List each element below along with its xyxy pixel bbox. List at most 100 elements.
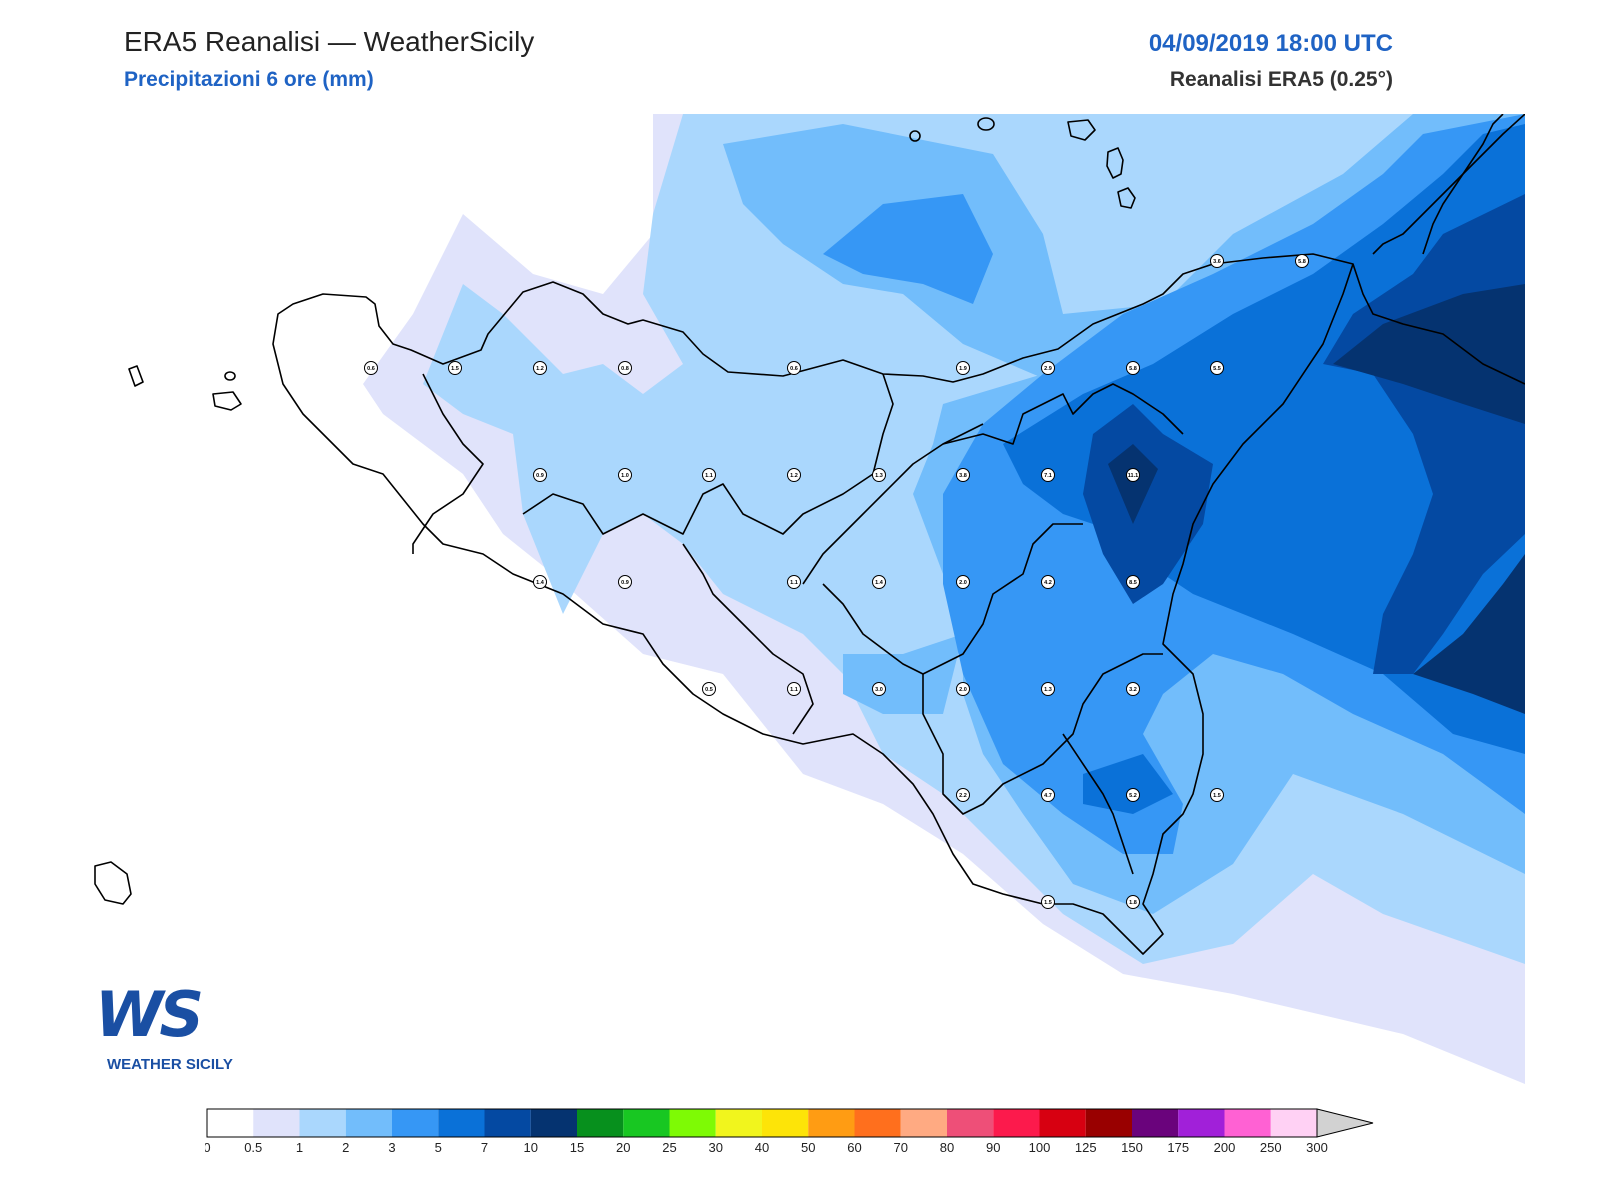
station-marker: 5.8 bbox=[1126, 361, 1140, 375]
island-pantelleria bbox=[94, 861, 132, 905]
station-dot bbox=[956, 361, 970, 375]
colorbar-swatch bbox=[253, 1109, 300, 1137]
precipitation-colorbar: 0 0.5 1 2 3 5 7 10 15 20 25 30 40 50 60 70 80 90 100 125 150… bbox=[205, 1108, 1374, 1155]
station-dot bbox=[618, 575, 632, 589]
station-marker: 0.5 bbox=[702, 682, 716, 696]
island-salina bbox=[1067, 119, 1096, 141]
station-value: 1.5 bbox=[451, 366, 459, 372]
station-dot bbox=[533, 575, 547, 589]
colorbar-tick-label: 60 bbox=[847, 1140, 861, 1155]
station-dot bbox=[1210, 788, 1224, 802]
station-marker: 2.9 bbox=[1041, 361, 1055, 375]
station-value: 7.1 bbox=[1044, 473, 1052, 479]
station-value: 2.0 bbox=[959, 580, 967, 586]
station-dot bbox=[872, 468, 886, 482]
station-value: 1.3 bbox=[875, 473, 883, 479]
station-dot bbox=[1210, 361, 1224, 375]
colorbar-extend-arrow bbox=[1316, 1108, 1374, 1138]
island-levanzo bbox=[224, 371, 236, 381]
colorbar-tick-label: 150 bbox=[1121, 1140, 1143, 1155]
station-marker: 4.2 bbox=[1041, 575, 1055, 589]
station-dot bbox=[956, 468, 970, 482]
colorbar-swatch bbox=[1132, 1109, 1179, 1137]
province-boundary bbox=[802, 423, 984, 585]
station-value: 3.2 bbox=[1129, 687, 1137, 693]
colorbar-tick-label: 175 bbox=[1167, 1140, 1189, 1155]
logo-name: WEATHER SICILY bbox=[107, 1056, 233, 1073]
island-vulcano bbox=[1117, 187, 1136, 209]
colorbar-swatch bbox=[1270, 1109, 1317, 1137]
colorbar-swatch bbox=[577, 1109, 624, 1137]
province-boundary bbox=[1062, 733, 1134, 875]
island-filicudi bbox=[977, 117, 995, 131]
station-marker: 3.6 bbox=[1210, 254, 1224, 268]
station-value: 0.8 bbox=[621, 366, 629, 372]
province-boundary bbox=[822, 523, 1083, 675]
station-dot bbox=[364, 361, 378, 375]
station-dot bbox=[872, 575, 886, 589]
station-value: 8.5 bbox=[1129, 580, 1137, 586]
station-marker: 3.2 bbox=[1126, 682, 1140, 696]
province-boundary bbox=[922, 653, 1163, 815]
colorbar-tick-label: 40 bbox=[755, 1140, 769, 1155]
province-boundary bbox=[412, 373, 484, 554]
station-dot bbox=[787, 468, 801, 482]
calabria-coastline bbox=[1422, 114, 1525, 255]
station-value: 5.8 bbox=[1298, 259, 1306, 265]
station-value: 0.6 bbox=[790, 366, 798, 372]
contour-3mm-north bbox=[823, 194, 993, 304]
station-value: 5.2 bbox=[1129, 793, 1137, 799]
station-dot bbox=[618, 468, 632, 482]
colorbar-tick-label: 70 bbox=[894, 1140, 908, 1155]
logo-monogram-text: WS bbox=[95, 978, 204, 1051]
station-dot bbox=[956, 788, 970, 802]
station-value: 0.9 bbox=[536, 473, 544, 479]
station-marker: 3.0 bbox=[872, 682, 886, 696]
colorbar-tick-label: 7 bbox=[481, 1140, 488, 1155]
station-dot bbox=[956, 575, 970, 589]
contour-10mm-southeast bbox=[1413, 554, 1525, 714]
station-dot bbox=[787, 361, 801, 375]
logo-monogram: WS bbox=[95, 978, 204, 1051]
colorbar-tick-label: 0.5 bbox=[244, 1140, 262, 1155]
station-marker: 1.9 bbox=[956, 361, 970, 375]
colorbar-swatch bbox=[1178, 1109, 1225, 1137]
colorbar-border bbox=[206, 1108, 1318, 1138]
colorbar-swatch bbox=[762, 1109, 809, 1137]
station-marker: 1.2 bbox=[787, 468, 801, 482]
station-marker: 7.1 bbox=[1041, 468, 1055, 482]
station-marker: 8.5 bbox=[1126, 575, 1140, 589]
island-alicudi bbox=[909, 130, 921, 142]
map-title: ERA5 Reanalisi — WeatherSicily bbox=[124, 26, 535, 57]
station-value: 2.2 bbox=[959, 793, 967, 799]
province-boundary bbox=[942, 383, 1184, 445]
colorbar-tick-label: 0 bbox=[205, 1140, 211, 1155]
station-dot bbox=[1126, 895, 1140, 909]
colorbar-swatch bbox=[207, 1109, 254, 1137]
colorbar-swatch bbox=[623, 1109, 670, 1137]
station-value: 1.1 bbox=[705, 473, 713, 479]
colorbar-swatch bbox=[947, 1109, 994, 1137]
station-value: 3.8 bbox=[959, 473, 967, 479]
station-value: 1.4 bbox=[536, 580, 545, 586]
station-marker: 11.1 bbox=[1126, 468, 1140, 482]
colorbar-swatch bbox=[1085, 1109, 1132, 1137]
station-value: 2.9 bbox=[1044, 366, 1052, 372]
station-value: 1.0 bbox=[621, 473, 629, 479]
colorbar-tick-label: 5 bbox=[435, 1140, 442, 1155]
map-subtitle: Precipitazioni 6 ore (mm) bbox=[124, 68, 374, 91]
precipitation-map: 0.6 1.5 1.2 0.8 0.6 1.9 2.9 5.8 5.5 3.6 5.8 0.9 1.0 1… bbox=[83, 114, 1525, 1084]
colorbar-tick-label: 1 bbox=[296, 1140, 303, 1155]
station-marker: 1.5 bbox=[1210, 788, 1224, 802]
valid-datetime: 04/09/2019 18:00 UTC bbox=[1148, 30, 1393, 57]
station-value: 1.2 bbox=[536, 366, 544, 372]
station-dot bbox=[1041, 682, 1055, 696]
station-value: 3.6 bbox=[1213, 259, 1221, 265]
colorbar-tick-label: 15 bbox=[570, 1140, 584, 1155]
station-value: 5.8 bbox=[1129, 366, 1137, 372]
station-marker: 1.1 bbox=[787, 682, 801, 696]
station-marker: 0.6 bbox=[364, 361, 378, 375]
station-value: 1.9 bbox=[959, 366, 967, 372]
contour-2mm-west bbox=[843, 634, 963, 714]
station-marker: 0.9 bbox=[533, 468, 547, 482]
